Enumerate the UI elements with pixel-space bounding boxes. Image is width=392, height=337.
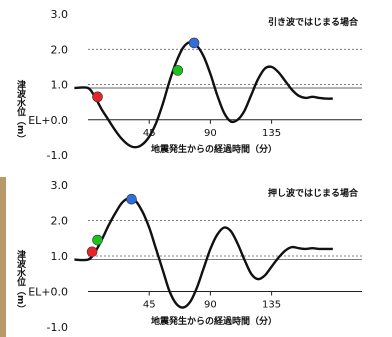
y-tick-label: 3.0 (51, 179, 69, 192)
x-tick-label: 90 (204, 128, 217, 139)
x-tick-label: 45 (143, 128, 156, 139)
y-tick-label: 2.0 (51, 43, 69, 56)
x-axis-label: 地震発生からの経過時間（分） (151, 315, 277, 327)
x-tick-label: 135 (262, 128, 281, 139)
x-axis-label: 地震発生からの経過時間（分） (151, 143, 277, 155)
data-point-marker (126, 193, 137, 205)
data-point-marker (92, 234, 103, 246)
series-line (74, 197, 333, 309)
y-axis-label: 津波水位（m） (15, 249, 27, 313)
chart-rising-wave: 押し波ではじまる場合 津波水位（m） 地震発生からの経過時間（分） 3.0 2.0… (15, 179, 362, 334)
y-axis-label: 津波水位（m） (15, 79, 27, 143)
y-tick-label: 1.0 (51, 250, 69, 263)
y-tick-label: -1.0 (47, 149, 68, 162)
data-point-marker (188, 37, 200, 49)
x-tick-label: 135 (262, 300, 281, 311)
data-point-marker (86, 246, 98, 258)
chart-title: 押し波ではじまる場合 (268, 187, 359, 199)
y-tick-label: 1.0 (51, 79, 69, 92)
data-point-marker (92, 91, 103, 103)
y-tick-label: -1.0 (47, 321, 68, 334)
x-tick-label: 45 (143, 300, 156, 311)
chart-title: 引き波ではじまる場合 (268, 16, 359, 28)
chart-receding-wave: 引き波ではじまる場合 津波水位（m） 地震発生からの経過時間（分） 3.0 2.0… (15, 8, 362, 162)
y-tick-label: 2.0 (51, 215, 69, 228)
data-point-marker (172, 65, 184, 76)
y-tick-label: EL+0.0 (28, 286, 68, 299)
y-tick-label: EL+0.0 (28, 114, 68, 127)
x-tick-label: 90 (204, 300, 217, 311)
y-tick-label: 3.0 (51, 8, 69, 21)
left-edge-strip (0, 177, 6, 337)
series-line (74, 40, 333, 149)
